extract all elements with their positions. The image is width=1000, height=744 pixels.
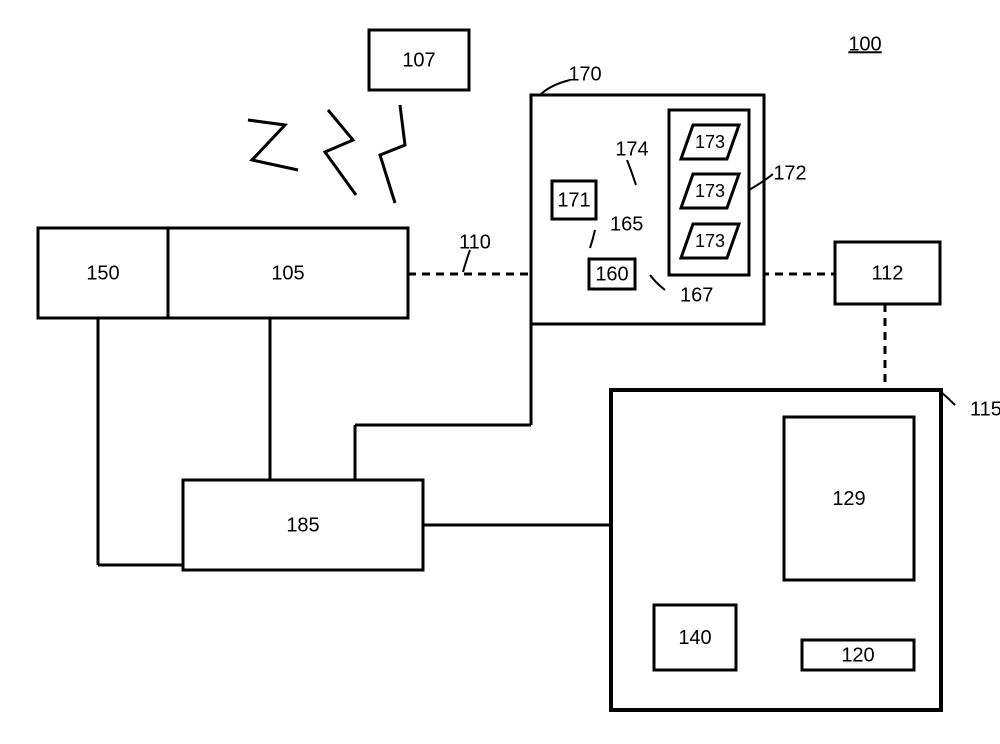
box-label-b107: 107 <box>402 49 435 71</box>
leader-line <box>463 250 470 272</box>
box-label-b129: 129 <box>832 488 865 510</box>
parallelogram-label-p173c: 173 <box>695 231 725 251</box>
box-label-b160: 160 <box>595 263 628 285</box>
figure-number: 100 <box>848 33 881 55</box>
box-label-b171: 171 <box>557 189 590 211</box>
lightning-bolt <box>380 105 405 203</box>
parallelogram-label-p173a: 173 <box>695 132 725 152</box>
leader-label: 115 <box>970 398 1000 420</box>
lightning-bolt <box>325 110 356 195</box>
leader-label: 172 <box>773 162 806 184</box>
lightning-bolt <box>248 120 298 170</box>
box-label-b120: 120 <box>841 644 874 666</box>
parallelogram-label-p173b: 173 <box>695 181 725 201</box>
leader-label: 170 <box>568 63 601 85</box>
box-label-b140: 140 <box>678 627 711 649</box>
box-label-b185: 185 <box>286 514 319 536</box>
box-label-b112: 112 <box>872 262 904 284</box>
leader-label: 165 <box>610 213 643 235</box>
box-label-b105: 105 <box>271 262 304 284</box>
leader-line <box>540 80 570 95</box>
leader-line <box>941 392 955 405</box>
leader-label: 110 <box>459 231 491 253</box>
diagram-canvas: 107 150 105 185 112 129 120 140 171 160 173 173 173 1… <box>0 0 1000 744</box>
box-label-b150: 150 <box>86 262 119 284</box>
leader-label: 167 <box>680 284 713 306</box>
leader-label: 174 <box>615 138 648 160</box>
